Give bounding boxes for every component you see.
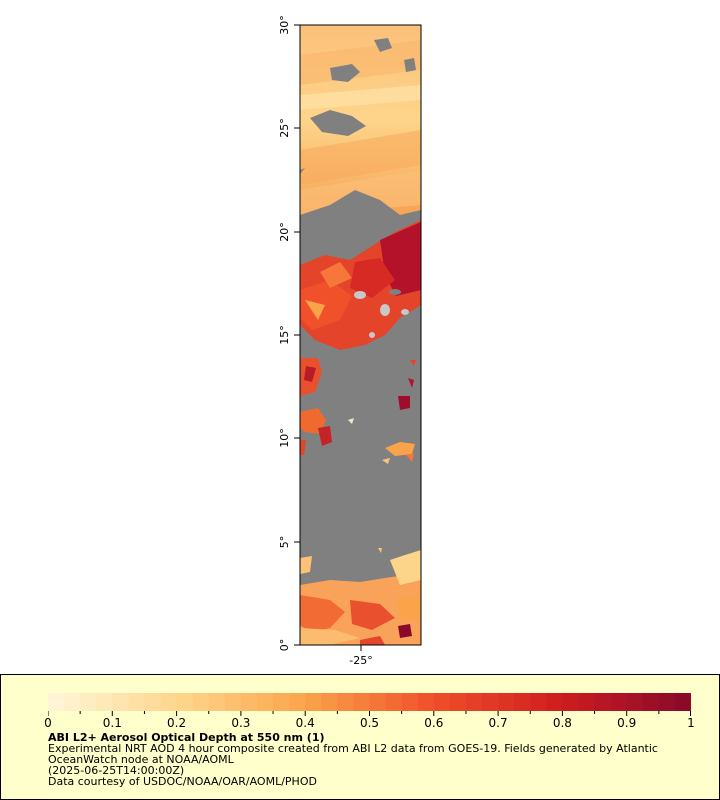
lat-label-25: 25° [278, 118, 291, 138]
gap-plume-1 [354, 291, 366, 299]
colorbar-step [465, 693, 483, 711]
colorbar-step [48, 693, 65, 711]
colorbar-step [562, 693, 580, 711]
colorbar-step [128, 693, 146, 711]
colorbar-step [401, 693, 419, 711]
legend-title: ABI L2+ Aerosol Optical Depth at 550 nm … [48, 731, 325, 744]
colorbar-step [385, 693, 403, 711]
colorbar-label: 0.1 [102, 716, 122, 730]
colorbar-label: 0 [44, 716, 52, 730]
colorbar-label: 0.2 [167, 716, 187, 730]
colorbar-tick-marks [48, 711, 691, 716]
colorbar-step [610, 693, 628, 711]
colorbar [48, 693, 691, 711]
colorbar-step [449, 693, 467, 711]
aod-map: 0° 5° 10° 15° 20° 25° 30° -25° [278, 15, 422, 667]
colorbar-step [514, 693, 531, 711]
colorbar-step [498, 693, 515, 711]
colorbar-step [224, 693, 242, 711]
legend-text: ABI L2+ Aerosol Optical Depth at 550 nm … [48, 732, 698, 787]
colorbar-step [482, 693, 499, 711]
colorbar-step [240, 693, 258, 711]
colorbar-step [546, 693, 563, 711]
aod-patch-east-2 [385, 442, 415, 456]
colorbar-step [208, 693, 226, 711]
colorbar-step [176, 693, 194, 711]
gap-north-1 [330, 64, 360, 82]
lon-label-minus-25: -25° [349, 654, 372, 667]
colorbar-step [321, 693, 338, 711]
colorbar-step [160, 693, 178, 711]
lat-label-10: 10° [278, 428, 291, 448]
legend-description-line-1: Experimental NRT AOD 4 hour composite cr… [48, 742, 658, 755]
lat-label-0: 0° [278, 639, 291, 652]
colorbar-step [417, 693, 435, 711]
legend-panel: 0 0.1 0.2 0.3 0.4 0.5 0.6 0.7 0.8 0.9 1 … [0, 674, 720, 800]
colorbar-step [256, 693, 274, 711]
colorbar-step [289, 693, 306, 711]
colorbar-label: 0.8 [552, 716, 572, 730]
colorbar-label: 0.7 [488, 716, 508, 730]
aod-patch-east-1 [398, 396, 410, 410]
colorbar-step [433, 693, 451, 711]
colorbar-step [80, 693, 97, 711]
colorbar-label: 0.9 [617, 716, 637, 730]
colorbar-tick-labels: 0 0.1 0.2 0.3 0.4 0.5 0.6 0.7 0.8 0.9 1 [44, 711, 695, 735]
colorbar-step [96, 693, 113, 711]
colorbar-label: 0.6 [424, 716, 444, 730]
lat-label-5: 5° [278, 536, 291, 549]
colorbar-step [594, 693, 612, 711]
colorbar-step [578, 693, 596, 711]
colorbar-step [642, 693, 660, 711]
colorbar-step [305, 693, 322, 711]
colorbar-step [369, 693, 387, 711]
data-field [300, 25, 421, 645]
colorbar-step [192, 693, 210, 711]
legend-description-line-2: OceanWatch node at NOAA/AOML [48, 753, 234, 766]
colorbar-step [353, 693, 371, 711]
colorbar-label: 0.5 [359, 716, 380, 730]
colorbar-step [64, 693, 81, 711]
latitude-ticks [294, 24, 362, 651]
legend-credit: Data courtesy of USDOC/NOAA/OAR/AOML/PHO… [48, 775, 317, 788]
lat-label-15: 15° [278, 325, 291, 345]
map-area: 0° 5° 10° 15° 20° 25° 30° -25° [278, 15, 422, 667]
colorbar-label: 1 [687, 716, 695, 730]
aod-north-streaks [300, 40, 421, 85]
colorbar-step [144, 693, 162, 711]
colorbar-label: 0.3 [231, 716, 251, 730]
legend-timestamp: (2025-06-25T14:00:00Z) [48, 764, 185, 777]
colorbar-step [626, 693, 644, 711]
lat-label-20: 20° [278, 222, 291, 242]
colorbar-step [530, 693, 547, 711]
colorbar-step [658, 693, 676, 711]
lat-label-30: 30° [278, 15, 291, 35]
colorbar-step [112, 693, 129, 711]
colorbar-step [273, 693, 290, 711]
aod-patch-west-2 [300, 408, 326, 434]
colorbar-step [674, 693, 691, 711]
colorbar-label: 0.4 [295, 716, 315, 730]
colorbar-step [337, 693, 355, 711]
